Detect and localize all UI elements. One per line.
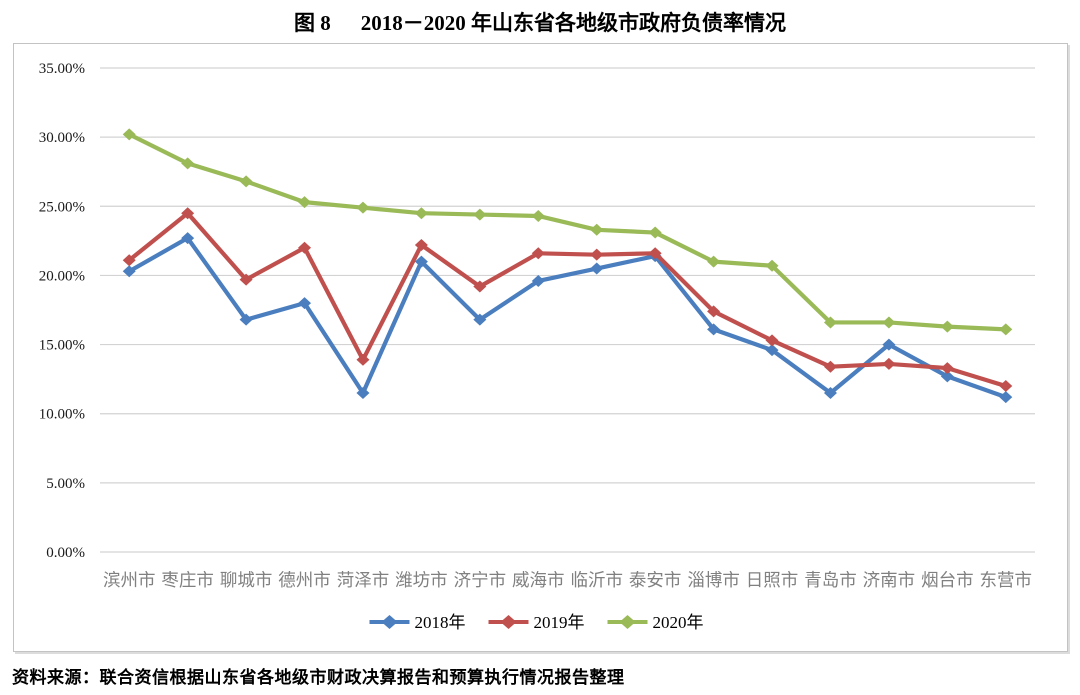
data-point-marker-2020年 [531,209,545,222]
data-point-marker-2020年 [940,320,954,333]
data-point-marker-2019年 [531,247,545,260]
x-tick-label: 聊城市 [220,570,273,590]
data-point-marker-2019年 [823,360,837,373]
x-tick-label: 潍坊市 [395,570,448,590]
data-point-marker-2018年 [999,391,1013,404]
x-tick-label: 淄博市 [687,570,740,590]
legend-label: 2019年 [534,613,585,632]
data-point-marker-2019年 [590,248,604,261]
legend-label: 2020年 [653,613,704,632]
data-point-marker-2020年 [181,157,195,170]
x-tick-label: 枣庄市 [161,570,214,590]
data-point-marker-2019年 [999,380,1013,393]
series-line-2019年 [127,211,1008,389]
data-point-marker-2020年 [882,316,896,329]
data-point-marker-2020年 [239,175,253,188]
data-point-marker-2019年 [707,305,721,318]
y-tick-label: 25.00% [39,199,85,215]
data-point-marker-2020年 [707,255,721,268]
x-tick-label: 日照市 [746,570,799,590]
data-point-marker-2018年 [940,370,954,383]
data-point-marker-2018年 [239,313,253,326]
data-point-marker-2020年 [414,207,428,220]
y-tick-label: 35.00% [39,61,85,77]
legend-marker-icon [381,615,398,629]
figure-title-text: 2018－2020 年山东省各地级市政府负债率情况 [360,11,786,35]
data-point-marker-2019年 [473,280,487,293]
source-note: 资料来源：联合资信根据山东省各地级市财政决算报告和预算执行情况报告整理 [12,668,625,687]
data-point-marker-2019年 [181,207,195,220]
x-tick-label: 德州市 [278,570,331,590]
data-point-marker-2018年 [356,386,370,399]
x-tick-label: 临沂市 [570,570,623,590]
data-point-marker-2018年 [181,232,195,245]
data-point-marker-2018年 [590,262,604,275]
y-tick-label: 0.00% [46,545,85,561]
series-line-2018年 [127,235,1008,400]
data-point-marker-2019年 [414,239,428,252]
data-point-marker-2019年 [765,334,779,347]
legend-item-2018年: 2018年 [369,613,466,632]
legend-item-2019年: 2019年 [488,613,585,632]
x-tick-label: 东营市 [980,570,1033,590]
data-point-marker-2020年 [473,208,487,221]
y-tick-label: 10.00% [39,407,85,423]
x-tick-label: 济南市 [863,570,916,590]
data-point-marker-2018年 [765,344,779,357]
data-point-marker-2019年 [882,357,896,370]
data-point-marker-2020年 [648,226,662,239]
x-tick-label: 泰安市 [629,570,682,590]
legend-item-2020年: 2020年 [607,613,704,632]
x-tick-label: 滨州市 [103,570,156,590]
data-point-marker-2018年 [531,274,545,287]
series-line-2020年 [127,132,1008,332]
x-tick-label: 菏泽市 [337,570,390,590]
figure-number: 图 8 [294,11,331,35]
data-point-marker-2020年 [356,201,370,214]
data-point-marker-2020年 [122,128,136,141]
y-tick-label: 15.00% [39,338,85,354]
figure-title: 图 8 2018－2020 年山东省各地级市政府负债率情况 [0,7,1080,37]
data-point-marker-2018年 [882,338,896,351]
x-tick-label: 青岛市 [804,570,857,590]
data-point-marker-2018年 [473,313,487,326]
legend-marker-icon [500,615,517,629]
data-point-marker-2018年 [823,386,837,399]
data-point-marker-2018年 [707,323,721,336]
data-point-marker-2019年 [940,362,954,375]
x-tick-label: 威海市 [512,570,565,590]
data-point-marker-2018年 [122,265,136,278]
y-tick-label: 30.00% [39,130,85,146]
line-chart: 0.00% 5.00% 10.00% 15.00% 20.00% 25.00% 30.00%… [39,61,1035,632]
data-point-marker-2020年 [999,323,1013,336]
data-point-marker-2020年 [823,316,837,329]
y-tick-label: 5.00% [46,476,85,492]
legend-label: 2018年 [415,613,466,632]
chart-container: 0.00% 5.00% 10.00% 15.00% 20.00% 25.00% 30.00%… [13,43,1068,652]
data-point-marker-2020年 [590,223,604,236]
data-point-marker-2018年 [414,255,428,268]
data-point-marker-2019年 [648,247,662,260]
y-tick-label: 20.00% [39,268,85,284]
data-point-marker-2019年 [356,353,370,366]
data-point-marker-2019年 [298,241,312,254]
data-point-marker-2019年 [239,273,253,286]
x-tick-label: 济宁市 [454,570,507,590]
legend-marker-icon [619,615,636,629]
data-point-marker-2020年 [765,259,779,272]
x-tick-label: 烟台市 [921,570,974,590]
data-point-marker-2020年 [298,196,312,209]
data-point-marker-2018年 [298,297,312,310]
data-point-marker-2019年 [122,254,136,267]
